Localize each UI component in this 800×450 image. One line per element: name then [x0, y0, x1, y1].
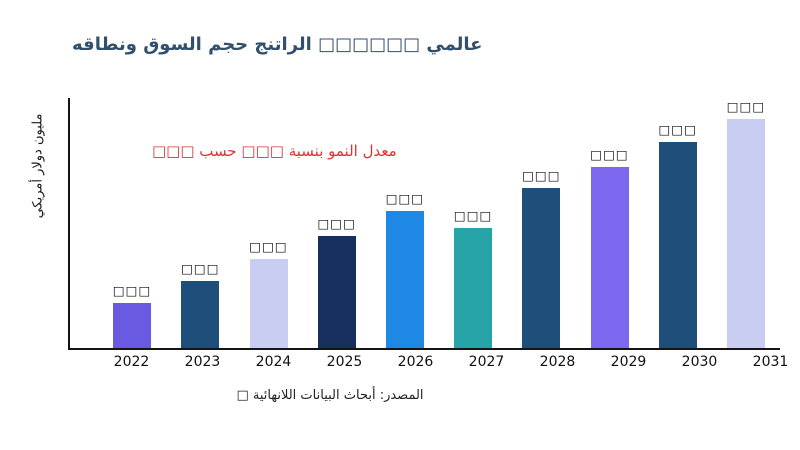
- bar-value-label: □□□: [522, 168, 561, 183]
- bar-2028: [522, 188, 561, 348]
- bar-value-label: □□□: [726, 99, 766, 114]
- y-axis-label-text: مليون دولار أمريكي: [30, 113, 46, 219]
- bar-slot: □□□: [166, 98, 234, 348]
- bar-2029: [590, 167, 629, 348]
- x-tick-2031: 2031: [752, 354, 789, 370]
- x-tick-2023: 2023: [184, 354, 221, 370]
- bar-2026: [385, 211, 424, 348]
- chart-title: عالمي □□□□□□ الراتنج حجم السوق ونطاقه: [72, 34, 483, 55]
- x-axis-ticks: 2022 2023 2024 2025 2026 2027 2028 2029 2030 2031: [68, 354, 800, 370]
- bars-area: □□□ □□□ □□□ □□□ □□□ □□□ □□□ □□□ □□□ □□□: [70, 98, 780, 348]
- bar-value-label: □□□: [453, 208, 493, 223]
- x-tick-2030: 2030: [681, 354, 718, 370]
- bar-value-label: □□□: [385, 191, 425, 206]
- bar-2025: [317, 236, 356, 348]
- plot-area: معدل النمو بنسبة □□□ حسب □□□ □□□ □□□ □□□ □□…: [68, 98, 780, 350]
- growth-annotation: معدل النمو بنسبة □□□ حسب □□□: [152, 142, 397, 160]
- bar-slot: □□□: [303, 98, 371, 348]
- bar-2031: [726, 119, 765, 348]
- bar-2027: [454, 228, 493, 348]
- x-tick-2024: 2024: [255, 354, 292, 370]
- bar-value-label: □□□: [317, 216, 356, 231]
- bar-value-label: □□□: [249, 239, 288, 254]
- x-tick-2026: 2026: [397, 354, 434, 370]
- x-tick-2022: 2022: [113, 354, 150, 370]
- x-tick-2025: 2025: [326, 354, 363, 370]
- bar-value-label: □□□: [658, 122, 697, 137]
- bar-slot: □□□: [439, 98, 507, 348]
- bar-2022: [113, 303, 152, 348]
- bar-slot: □□□: [507, 98, 575, 348]
- bar-slot: □□□: [575, 98, 643, 348]
- bar-slot: □□□: [712, 98, 780, 348]
- x-tick-2028: 2028: [539, 354, 576, 370]
- bar-2030: [658, 142, 697, 348]
- bar-slot: □□□: [98, 98, 166, 348]
- bar-value-label: □□□: [181, 261, 220, 276]
- bar-slot: □□□: [371, 98, 439, 348]
- bar-2023: [181, 281, 220, 348]
- x-tick-2029: 2029: [610, 354, 647, 370]
- bar-slot: □□□: [234, 98, 302, 348]
- x-tick-2027: 2027: [468, 354, 505, 370]
- bar-2024: [249, 259, 288, 348]
- bar-slot: □□□: [644, 98, 712, 348]
- bar-value-label: □□□: [112, 283, 152, 298]
- source-note: المصدر: أبحاث البيانات اللانهائية □: [236, 388, 424, 403]
- bar-value-label: □□□: [590, 147, 629, 162]
